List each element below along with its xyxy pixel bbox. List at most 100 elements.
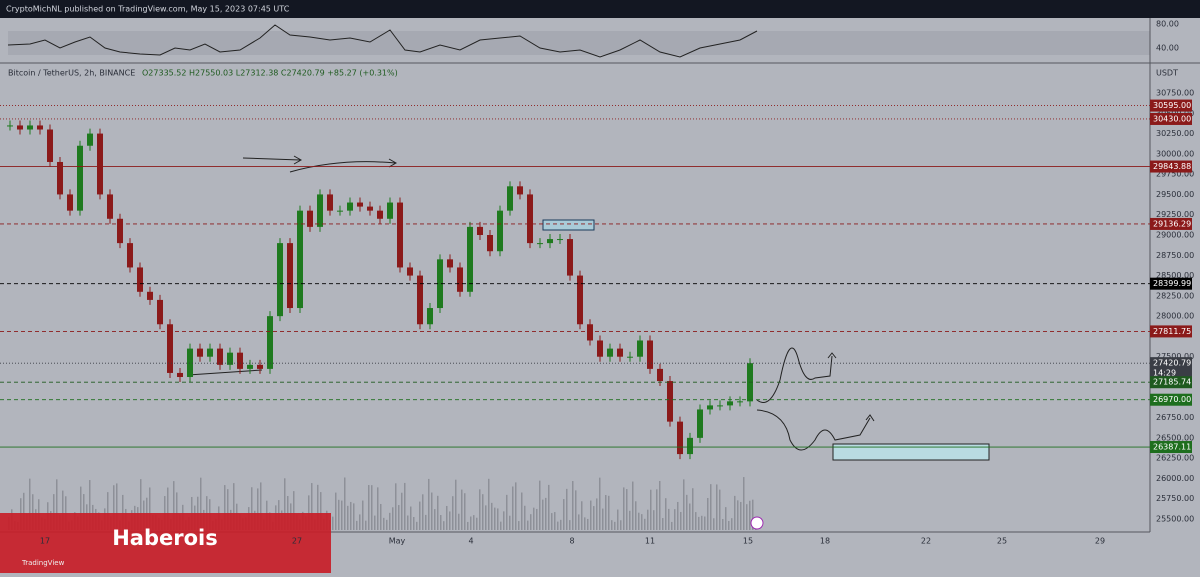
volume-bar [452,496,454,530]
volume-bar [719,489,721,530]
volume-bar [710,484,712,530]
volume-bar [464,493,466,530]
price-tick-label: 28250.00 [1156,291,1194,300]
candle [317,194,323,227]
candle [457,267,463,292]
candle [167,324,173,373]
volume-bar [392,507,394,530]
volume-bar [356,520,358,530]
price-tick-label: 25500.00 [1156,515,1194,524]
level-tag [1150,217,1192,230]
date-label: 29 [1095,537,1105,546]
volume-bar [524,505,526,530]
volume-bar [521,492,523,530]
volume-bar [701,515,703,530]
candle [137,267,143,292]
candle [47,129,53,162]
volume-bar [656,489,658,530]
volume-bar [689,503,691,530]
candle [367,206,373,211]
candle [657,368,663,382]
candle [57,161,63,195]
candle [617,348,623,357]
candle [637,340,643,357]
candle [727,401,733,406]
volume-bar [431,492,433,530]
candle [327,194,333,211]
candle [197,348,203,357]
volume-bar [116,483,118,530]
volume-bar [446,505,448,530]
volume-bar [533,507,535,530]
candle [337,210,343,212]
candle [67,194,73,211]
level-label: 29843.88 [1153,162,1191,171]
volume-bar [413,517,415,530]
volume-bar [731,518,733,530]
level-label: 27420.79 [1153,359,1191,368]
volume-bar [677,501,679,530]
volume-bar [560,519,562,530]
candle [647,340,653,369]
date-label: 17 [40,537,50,546]
volume-bar [566,488,568,530]
candle [577,275,583,325]
candle [347,202,353,211]
volume-bar [32,494,34,530]
price-tick-label: 26500.00 [1156,433,1194,442]
level-label: 28399.99 [1153,279,1191,288]
volume-bar [488,478,490,530]
price-tick-label: 30250.00 [1156,129,1194,138]
price-tick-label: 29000.00 [1156,231,1194,240]
price-tick-label: 26250.00 [1156,454,1194,463]
volume-bar [383,517,385,530]
price-tick-label: 29750.00 [1156,170,1194,179]
volume-bar [335,492,337,530]
candle [567,239,573,276]
candle [437,259,443,309]
date-label: 25 [997,537,1007,546]
candle [257,364,263,369]
candle [547,239,553,244]
level-tag [1150,441,1192,454]
candle [607,348,613,357]
volume-bar [449,511,451,530]
candle [467,226,473,292]
volume-bar [149,487,151,530]
candle [407,267,413,276]
price-tick-label: 30750.00 [1156,89,1194,98]
candle [507,186,513,211]
price-tick-label: 27500.00 [1156,352,1194,361]
volume-bar [515,482,517,530]
volume-bar [638,512,640,530]
date-label: 8 [569,537,574,546]
volume-bar [683,479,685,530]
volume-bar [407,515,409,530]
volume-bar [434,509,436,530]
volume-bar [587,518,589,530]
volume-bar [260,482,262,530]
volume-bar [29,478,31,530]
volume-bar [749,500,751,530]
volume-bar [368,485,370,530]
volume-bar [704,516,706,530]
candle [117,218,123,244]
volume-bar [80,486,82,530]
price-tick-label: 30000.00 [1156,149,1194,158]
volume-bar [641,514,643,530]
candle [487,235,493,252]
candle [267,316,273,369]
candle [427,308,433,325]
date-label: 27 [292,537,302,546]
volume-bar [224,485,226,530]
event-icon[interactable] [750,516,764,530]
level-label: 29136.29 [1153,219,1191,228]
candle [17,125,23,130]
volume-bar [500,521,502,530]
volume-bar [347,505,349,530]
candle [417,275,423,325]
volume-bar [416,521,418,530]
header-bar [0,0,1200,18]
